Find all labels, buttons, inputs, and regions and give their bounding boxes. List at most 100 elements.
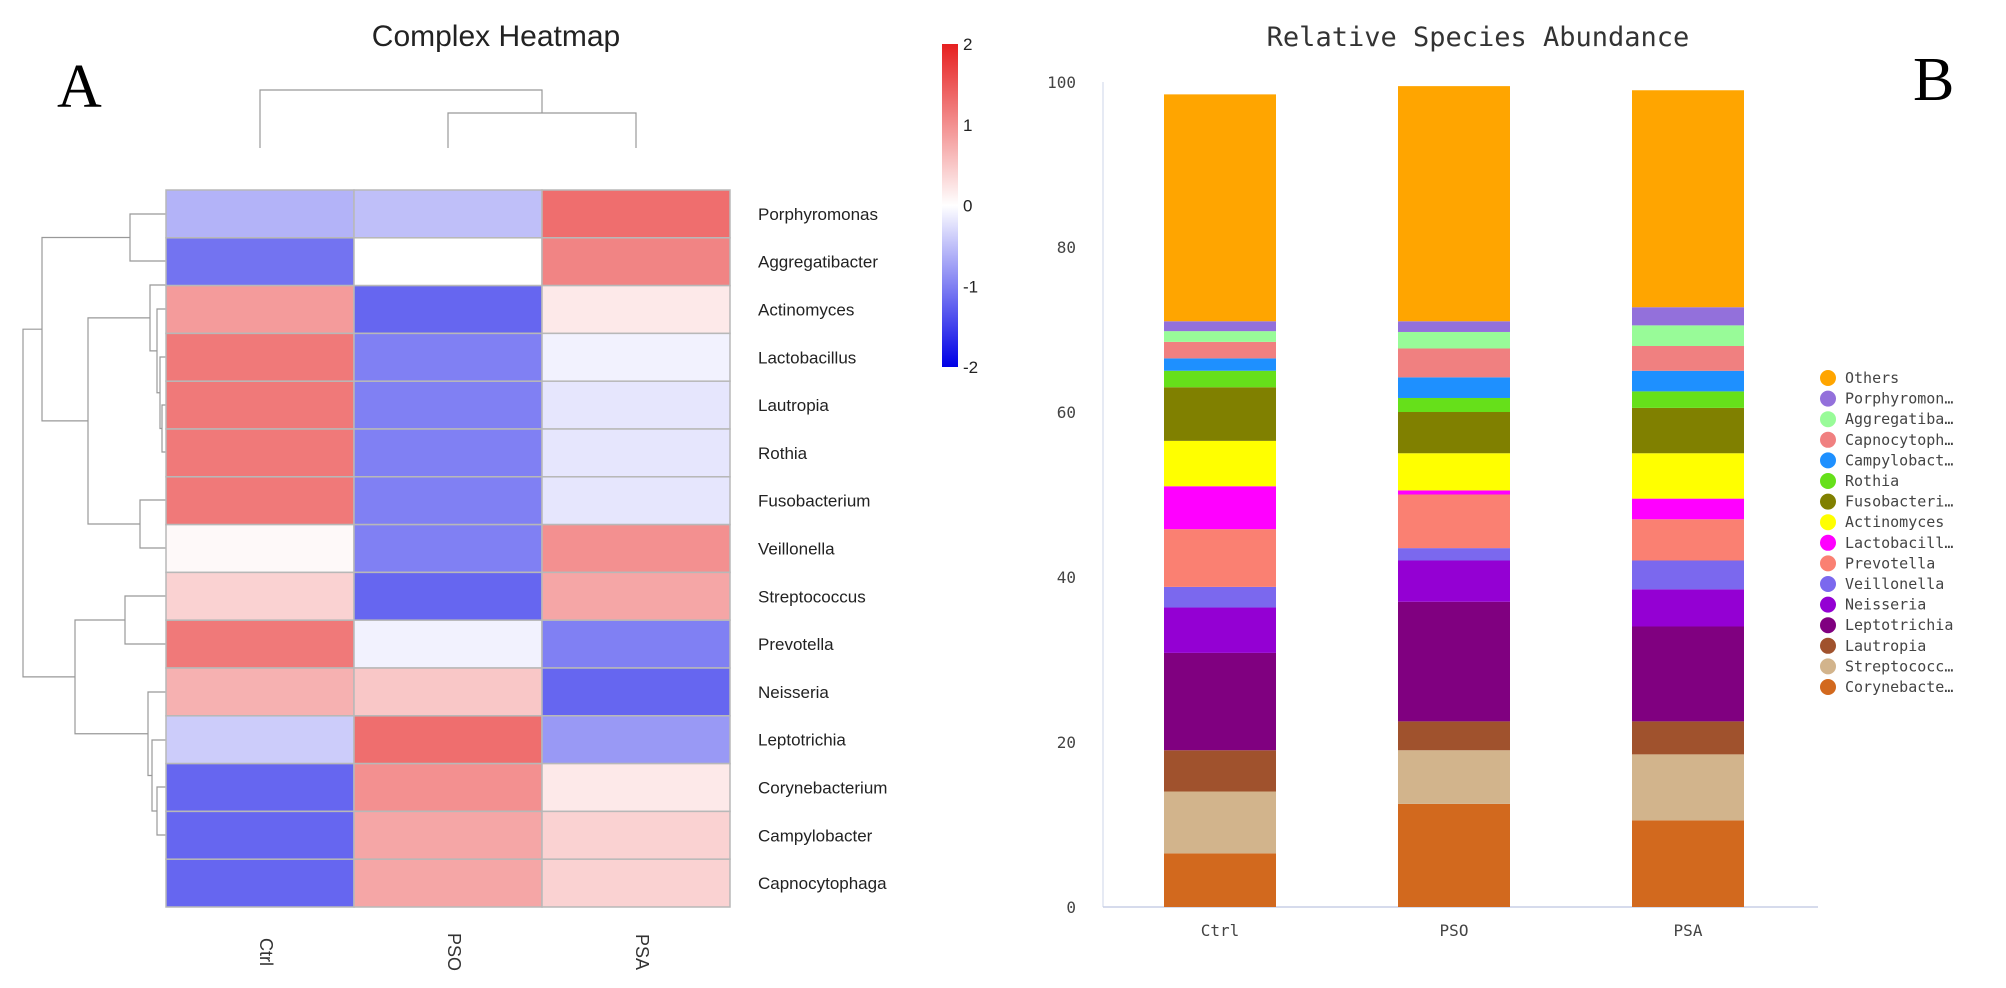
legend-label: Actinomyces [1845, 513, 1944, 531]
legend-label: Campylobact… [1845, 451, 1953, 469]
heatmap-cell [541, 619, 731, 669]
heatmap-cell [165, 189, 355, 239]
bar-chart-title: Relative Species Abundance [1267, 22, 1690, 53]
legend-label: Lactobacill… [1845, 534, 1953, 552]
legend-marker [1820, 679, 1836, 695]
heatmap-cell [165, 523, 355, 574]
heatmap-column-labels: Ctrl PSO PSA [256, 933, 652, 971]
bar-segment [1632, 721, 1744, 755]
bar-segment [1632, 307, 1744, 326]
legend-marker [1820, 370, 1836, 386]
bar-segment [1398, 803, 1510, 907]
heatmap-cell [165, 284, 355, 335]
colorbar-tick-label: 1 [963, 116, 972, 135]
legend-label: Leptotrichia [1845, 616, 1953, 634]
heatmap-cell [353, 858, 543, 908]
bar-segment [1632, 589, 1744, 627]
heatmap-cell [353, 667, 543, 717]
heatmap-row-label: Rothia [758, 444, 808, 463]
legend-marker [1820, 431, 1836, 448]
bar-segment [1632, 346, 1744, 371]
bar-segment [1632, 498, 1744, 520]
heatmap-column-label: PSA [632, 934, 652, 970]
heatmap-cell [165, 476, 355, 526]
heatmap-row-label: Capnocytophaga [758, 874, 887, 893]
heatmap-cell [165, 667, 355, 717]
bar-segment [1164, 341, 1276, 359]
legend-marker [1820, 555, 1836, 572]
bar-segment [1632, 90, 1744, 308]
bar-segment [1632, 325, 1744, 346]
heatmap-cell [353, 715, 543, 765]
heatmap-cell [353, 619, 543, 669]
bar-segment [1164, 853, 1276, 907]
legend-label: Aggregatiba… [1845, 410, 1953, 428]
bar-segment [1398, 560, 1510, 602]
bar-segments [1164, 86, 1744, 907]
heatmap-cell [165, 332, 355, 382]
bar-segment [1398, 548, 1510, 561]
legend-marker [1820, 411, 1836, 428]
legend-label: Rothia [1845, 472, 1899, 490]
heatmap-row-label: Porphyromonas [758, 205, 878, 224]
dendrogram-branch [22, 328, 75, 678]
bar-segment [1164, 529, 1276, 587]
heatmap-row-label: Fusobacterium [758, 492, 870, 511]
heatmap-cell [541, 428, 731, 478]
dendrogram-branch [259, 89, 543, 148]
x-tick-label: PSA [1674, 921, 1703, 940]
colorbar-tick-label: -1 [963, 277, 978, 296]
heatmap-cell [353, 428, 543, 478]
heatmap-cell [165, 715, 355, 765]
legend-label: Corynebacte… [1845, 678, 1953, 696]
y-tick-label: 0 [1066, 898, 1076, 917]
legend-marker [1820, 493, 1836, 510]
bar-segment [1164, 370, 1276, 388]
bar-segment [1398, 721, 1510, 751]
legend-marker [1820, 637, 1836, 654]
legend-label: Lautropia [1845, 637, 1926, 655]
legend-marker [1820, 390, 1836, 407]
colorbar-labels: 2 1 0 -1 -2 [963, 35, 978, 377]
heatmap-cell [165, 380, 355, 430]
legend: Others Porphyromon… Aggregatiba… Capnocytop… [1820, 369, 1953, 696]
bar-segment [1398, 412, 1510, 454]
panel-b-letter: B [1913, 46, 1954, 114]
y-tick-label: 20 [1057, 733, 1076, 752]
y-tick-label: 100 [1047, 73, 1076, 92]
column-dendrogram [259, 89, 637, 148]
bar-segment [1398, 750, 1510, 804]
panel-a-letter: A [57, 53, 102, 121]
heatmap-cell [165, 237, 355, 287]
heatmap-cell [165, 810, 355, 860]
bar-segment [1164, 750, 1276, 792]
colorbar [942, 44, 958, 367]
colorbar-tick-label: 0 [963, 197, 972, 216]
legend-marker [1820, 473, 1836, 489]
y-axis-ticks: 0 20 40 60 80 100 [1047, 73, 1076, 917]
bar-segment [1164, 586, 1276, 608]
legend-label: Neisseria [1845, 596, 1926, 614]
heatmap-cell [541, 810, 731, 860]
heatmap-cell [165, 571, 355, 621]
y-tick-label: 80 [1057, 238, 1076, 257]
bar-segment [1632, 370, 1744, 392]
legend-label: Prevotella [1845, 554, 1935, 572]
heatmap-panel: A Complex Heatmap Porphyromonas Aggregati… [22, 20, 978, 971]
heatmap-cell [165, 762, 355, 813]
heatmap-cell [541, 762, 731, 813]
heatmap-cell [541, 667, 731, 717]
legend-label: Capnocytoph… [1845, 431, 1953, 449]
bar-segment [1632, 453, 1744, 499]
heatmap-row-label: Streptococcus [758, 587, 866, 606]
heatmap-row-label: Prevotella [758, 635, 834, 654]
bar-segment [1398, 377, 1510, 398]
legend-label: Veillonella [1845, 575, 1944, 593]
heatmap-cell [541, 332, 731, 382]
bar-segment [1164, 440, 1276, 487]
legend-marker [1820, 514, 1836, 531]
bar-segment [1632, 391, 1744, 408]
bar-segment [1632, 626, 1744, 722]
bar-segment [1398, 348, 1510, 378]
legend-marker [1820, 452, 1836, 469]
